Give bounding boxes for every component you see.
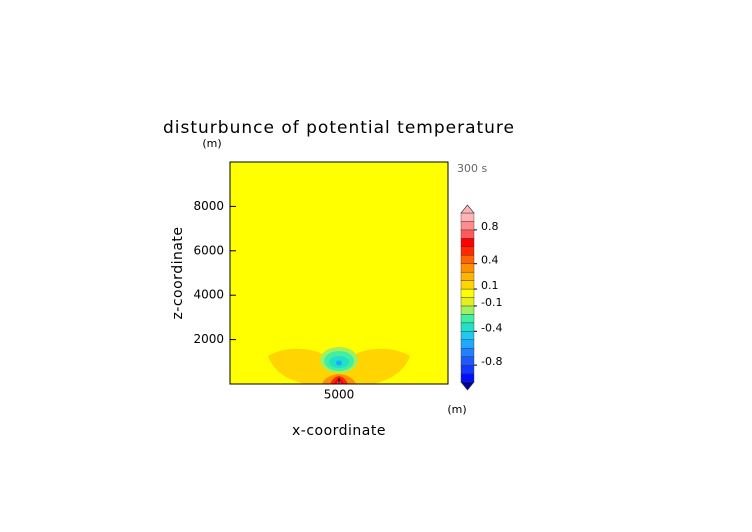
colorbar-band <box>460 280 475 290</box>
y-tick-label: 6000 <box>193 243 224 257</box>
colorbar-tick-label: -0.8 <box>481 355 502 368</box>
colorbar-band <box>460 229 475 239</box>
colorbar-tick-label: 0.8 <box>481 220 499 233</box>
colorbar-extend <box>460 381 475 391</box>
x-unit: (m) <box>447 403 466 416</box>
colorbar-tick-label: 0.1 <box>481 279 499 292</box>
colorbar-band <box>460 314 475 324</box>
y-tick-label: 8000 <box>193 199 224 213</box>
colorbar-band <box>460 339 475 349</box>
colorbar-tick-label: -0.1 <box>481 296 502 309</box>
chart-title: disturbunce of potential temperature <box>163 118 515 138</box>
colorbar-extend <box>460 204 475 214</box>
y-tick-label: 4000 <box>193 288 224 302</box>
colorbar-band <box>460 255 475 264</box>
colorbar-band <box>460 305 475 315</box>
colorbar-band <box>460 288 475 298</box>
colorbar-band <box>460 348 475 357</box>
colorbar-band <box>460 271 475 281</box>
time-label: 300 s <box>457 162 487 175</box>
colorbar-tick-label: -0.4 <box>481 321 502 334</box>
colorbar-band <box>460 356 475 366</box>
colorbar-band <box>460 221 475 231</box>
colorbar-band <box>460 212 475 222</box>
colorbar-band <box>460 373 475 383</box>
colorbar-band <box>460 322 475 332</box>
contour-region <box>336 360 342 366</box>
colorbar-band <box>460 364 475 374</box>
x-tick-label: 5000 <box>324 388 355 402</box>
y-axis-label: z-coordinate <box>170 226 186 319</box>
x-axis-label: x-coordinate <box>292 423 386 439</box>
colorbar-band <box>460 263 475 273</box>
colorbar-band <box>460 238 475 248</box>
colorbar-tick-label: 0.4 <box>481 254 499 267</box>
colorbar-band <box>460 331 475 340</box>
colorbar-band <box>460 297 475 307</box>
y-tick-label: 2000 <box>193 332 224 346</box>
y-unit: (m) <box>202 137 221 150</box>
colorbar-band <box>460 246 475 256</box>
contour-field <box>230 162 448 384</box>
